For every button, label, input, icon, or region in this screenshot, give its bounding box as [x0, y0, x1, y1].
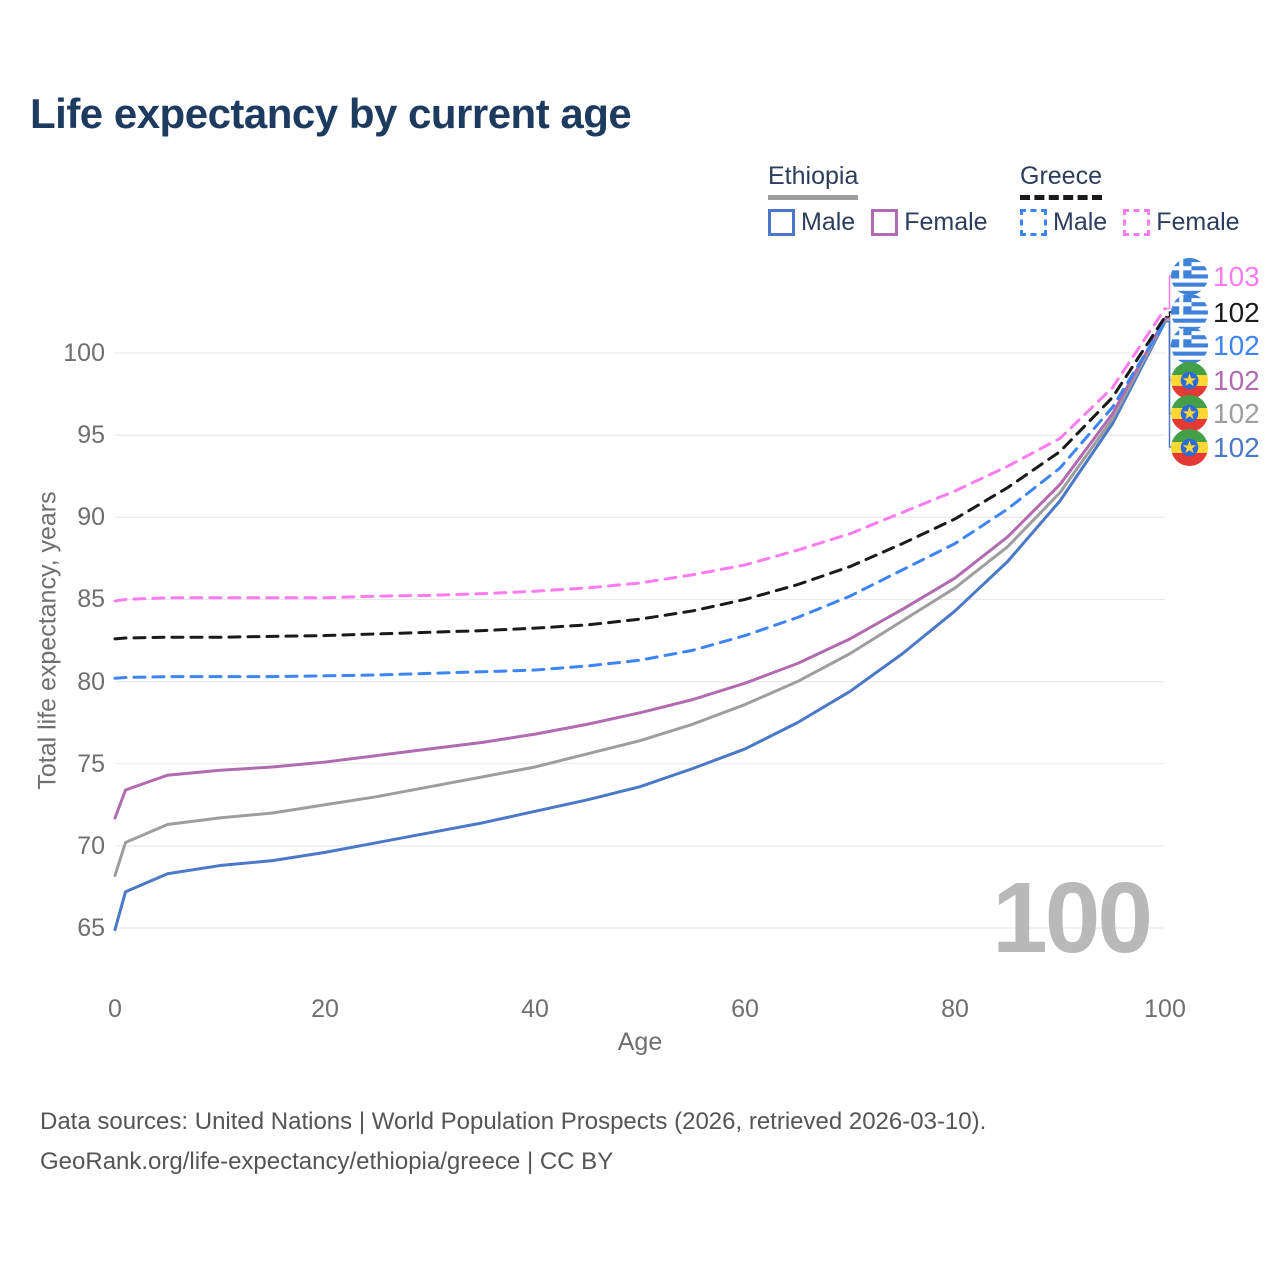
- end-label-greece-female: 103: [1171, 257, 1260, 295]
- end-value: 102: [1213, 296, 1260, 328]
- y-tick-75: 75: [77, 749, 105, 778]
- legend-checkbox-greece-female[interactable]: [1123, 209, 1151, 236]
- legend-ethiopia-title[interactable]: Ethiopia: [768, 162, 859, 200]
- greece-flag-icon: [1171, 257, 1208, 295]
- x-axis-title: Age: [617, 1028, 663, 1056]
- greece-flag-icon: [1171, 327, 1208, 364]
- series-lines: [113, 307, 1167, 932]
- end-value: 102: [1213, 364, 1260, 396]
- end-label-greece-total: 102: [1171, 293, 1260, 331]
- legend-label-ethiopia-female[interactable]: Female: [904, 208, 988, 236]
- legend-label-greece-female[interactable]: Female: [1156, 208, 1240, 236]
- legend-group-ethiopia: Ethiopia Male Female: [768, 162, 1004, 237]
- page-title: Life expectancy by current age: [30, 90, 632, 137]
- series-line-ethiopia-total: [113, 318, 1167, 877]
- series-line-greece-male: [113, 320, 1167, 680]
- series-line-ethiopia-male: [113, 320, 1167, 932]
- x-tick-60: 60: [731, 995, 759, 1023]
- legend-label-ethiopia-male[interactable]: Male: [801, 208, 856, 236]
- legend-group-greece: Greece Male Female: [1020, 162, 1256, 237]
- x-tick-80: 80: [941, 995, 969, 1023]
- y-tick-80: 80: [77, 667, 105, 696]
- legend-greece-title[interactable]: Greece: [1020, 162, 1102, 200]
- footer-data-sources: Data sources: United Nations | World Pop…: [40, 1108, 987, 1135]
- greece-flag-icon: [1171, 293, 1208, 331]
- footer-attribution: GeoRank.org/life-expectancy/ethiopia/gre…: [40, 1148, 614, 1175]
- end-label-greece-male: 102: [1171, 327, 1260, 364]
- legend-checkbox-ethiopia-female[interactable]: [871, 209, 899, 236]
- x-tick-40: 40: [521, 995, 549, 1023]
- legend-checkbox-greece-male[interactable]: [1020, 209, 1047, 236]
- current-age-watermark: 100: [992, 862, 1153, 974]
- end-value: 102: [1213, 398, 1260, 429]
- end-value: 102: [1213, 431, 1260, 463]
- legend-checkbox-ethiopia-male[interactable]: [768, 209, 795, 236]
- y-tick-90: 90: [77, 503, 105, 532]
- y-tick-95: 95: [77, 421, 105, 450]
- y-tick-100: 100: [63, 339, 105, 367]
- x-tick-20: 20: [311, 995, 339, 1023]
- x-tick-100: 100: [1144, 995, 1186, 1023]
- y-tick-65: 65: [77, 913, 105, 942]
- series-line-greece-total: [113, 315, 1167, 641]
- label-leader-lines: [1165, 275, 1172, 448]
- end-value: 102: [1213, 330, 1260, 361]
- ethiopia-flag-icon: [1171, 361, 1208, 399]
- x-tick-0: 0: [108, 995, 122, 1023]
- y-tick-85: 85: [77, 585, 105, 614]
- end-label-ethiopia-total: 102: [1171, 395, 1260, 432]
- legend-label-greece-male[interactable]: Male: [1053, 208, 1108, 236]
- end-label-ethiopia-female: 102: [1171, 361, 1260, 399]
- series-line-greece-female: [113, 307, 1167, 603]
- gridlines: [115, 352, 1165, 929]
- y-axis-title: Total life expectancy, years: [33, 491, 62, 790]
- ethiopia-flag-icon: [1171, 428, 1208, 466]
- ethiopia-flag-icon: [1171, 395, 1208, 432]
- end-value: 103: [1213, 260, 1260, 292]
- y-tick-70: 70: [77, 831, 105, 860]
- series-line-ethiopia-female: [113, 317, 1167, 820]
- end-label-ethiopia-male: 102: [1171, 428, 1260, 466]
